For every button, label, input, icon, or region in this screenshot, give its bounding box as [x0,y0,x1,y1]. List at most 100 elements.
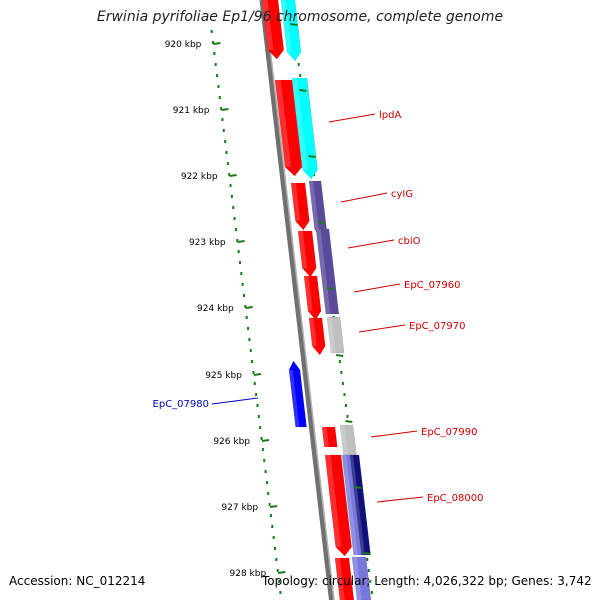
label-leader [347,239,395,249]
tick-label: 923 kbp [189,238,226,248]
tick-dot [225,151,228,154]
tick-dot [236,239,239,242]
gene-label-lpda: lpdA [379,110,401,121]
outer-dot [340,371,343,374]
tick-dot [274,547,277,550]
tick-dot [229,184,232,187]
tick-dot [255,393,258,396]
tick-dot [247,327,250,330]
outer-tick-mark [299,89,307,92]
tick-dot [260,437,263,440]
tick-dot [263,459,266,462]
tick-dot [276,569,279,572]
tick-dot [221,118,224,121]
tick-dot [271,525,274,528]
tick-label: 926 kbp [213,437,250,447]
gene-label-epc_07970: EpC_07970 [409,321,465,332]
tick-label: 924 kbp [197,304,234,314]
label-leader [340,192,388,203]
outer-tick-mark [326,287,335,290]
gene-label-epc_07960: EpC_07960 [404,280,460,291]
tick-dot [228,173,231,176]
tick-dot [216,74,219,77]
label-leader [358,324,406,333]
tick-label: 927 kbp [221,503,258,513]
gene-label-epc_07990: EpC_07990 [421,427,477,438]
backbone-line [259,0,334,600]
cds-cyan-1 [280,0,302,62]
tick-dot [259,426,262,429]
map-title: Erwinia pyrifoliae Ep1/96 chromosome, co… [96,9,504,25]
cds-red-5 [303,275,322,321]
tick-mark [278,571,286,574]
cds-lavender-1-shade [342,455,358,555]
cds-red-4-shade [298,231,308,268]
tick-dot [224,140,227,143]
cds-red-9-shade [335,558,345,600]
outer-dot [366,558,369,561]
tick-label: 920 kbp [165,40,202,50]
cds-red-1 [261,0,285,60]
tick-dot [226,162,229,165]
cds-red-3 [290,182,310,231]
tick-mark [229,174,237,177]
tick-dot [232,206,235,209]
outer-tick-mark [345,420,353,423]
outer-dot [367,569,370,572]
tick-dot [269,514,272,517]
outer-dot [297,63,300,66]
gene-label-track: lpdA cyIG cbiO EpC_07960 EpC_07970 EpC_07980 E… [153,110,484,504]
cds-red-9 [334,557,355,600]
cds-red-3-shade [291,183,301,221]
cds-lavender-2 [351,556,372,600]
gene-label-epc_07980: EpC_07980 [153,399,209,410]
tick-dot [257,415,260,418]
tick-dot [217,85,220,88]
tick-dot [268,503,271,506]
tick-dot [222,129,225,132]
tick-dot [238,261,241,264]
outer-dot [369,580,372,583]
tick-dot [252,371,255,374]
cds-red-2 [274,79,303,177]
cds-cyan-1-shade [281,0,292,52]
outer-dot [370,591,373,594]
tick-dot [251,360,254,363]
tick-dot [237,250,240,253]
tick-dot [233,217,236,220]
tick-dot [248,338,251,341]
tick-dot [253,382,256,385]
tick-dot [214,63,217,66]
tick-dot-track [210,30,282,594]
tick-dot [243,294,246,297]
cds-blue-1 [288,360,307,428]
tick-dot [279,591,282,594]
gene-label-epc_08000: EpC_08000 [427,493,483,504]
tick-dot [278,580,281,583]
feature-track [261,0,372,600]
gene-label-cyig: cyIG [391,189,413,200]
tick-dot [267,492,270,495]
outer-dot [344,404,347,407]
cds-red-7 [321,426,338,448]
tick-track: 920 kbp 921 kbp 922 kbp 923 kbp 924 kbp 925 k… [165,23,371,579]
outer-tick-mark [317,221,325,224]
tick-mark [253,373,262,376]
tick-mark [261,439,270,442]
cds-red-8-shade [325,455,342,547]
tick-dot [241,283,244,286]
cds-red-7-shade [322,427,329,447]
tick-dot [218,96,221,99]
outer-dot [299,74,302,77]
label-leader [353,283,401,293]
tick-dot [272,536,275,539]
genome-summary: Topology: circular; Length: 4,026,322 bp… [262,574,592,588]
gene-label-cbio: cbiO [398,236,421,247]
cds-gray-1 [326,316,345,354]
label-leader [376,496,424,503]
label-leader [370,430,418,438]
tick-dot [244,305,247,308]
cds-gray-2-shade [340,425,349,455]
accession-text: Accession: NC_012214 [9,574,146,588]
tick-dot [265,481,268,484]
